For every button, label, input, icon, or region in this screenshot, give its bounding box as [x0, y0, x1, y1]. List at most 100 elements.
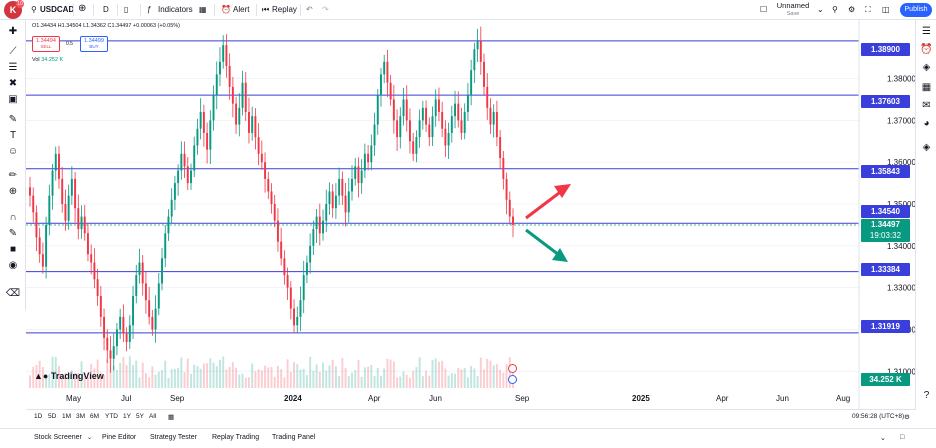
trend-line-icon[interactable]: ⟋: [9, 46, 17, 57]
brush-icon[interactable]: ✎: [8, 114, 18, 125]
candle-body: [109, 350, 112, 359]
compare-add-icon[interactable]: ⊕: [78, 3, 87, 14]
eye-icon[interactable]: ◉: [8, 260, 18, 271]
tab-pine-editor[interactable]: Pine Editor: [102, 434, 137, 441]
event-flag-icon[interactable]: [508, 364, 517, 373]
timezone-clock[interactable]: 09:56:28 (UTC+8): [852, 413, 905, 420]
publish-button[interactable]: Publish: [900, 3, 932, 17]
layout-checkbox-icon[interactable]: ☐: [760, 5, 768, 14]
volume-bar: [425, 370, 428, 388]
chevron-down-icon[interactable]: ⌄: [880, 435, 886, 442]
candle-body: [238, 107, 241, 125]
symbol-search-button[interactable]: USDCAD: [40, 5, 75, 14]
candle-body: [254, 116, 257, 138]
sell-button[interactable]: 1.34494 SELL: [32, 36, 60, 52]
chat-icon[interactable]: ✉: [922, 100, 931, 111]
range-6m[interactable]: 6M: [90, 413, 100, 420]
volume-bar: [74, 372, 77, 388]
candle-body: [402, 99, 405, 117]
watchlist-icon[interactable]: ☰: [922, 26, 931, 37]
indicators-icon[interactable]: ƒ: [147, 5, 152, 14]
replay-button[interactable]: Replay: [272, 5, 297, 14]
volume-bar: [257, 369, 260, 388]
range-3m[interactable]: 3M: [76, 413, 86, 420]
price-chart[interactable]: 1.38000 1.37000 1.36000 1.35000 1.34000 1.330…: [26, 20, 915, 409]
dividend-flag-icon[interactable]: [508, 375, 517, 384]
emoji-icon[interactable]: ☺: [7, 146, 19, 157]
range-ytd[interactable]: YTD: [105, 413, 118, 420]
settings-icon[interactable]: ⚙: [904, 414, 910, 421]
time-tick-label: 2024: [284, 394, 302, 403]
range-5d[interactable]: 5D: [48, 413, 57, 420]
help-icon[interactable]: ?: [923, 390, 930, 401]
zoom-in-icon[interactable]: ⊕: [8, 186, 18, 197]
alarm-clock-icon[interactable]: ⏰: [920, 44, 933, 55]
gear-icon[interactable]: ⚙: [848, 5, 856, 14]
volume-bar: [447, 375, 450, 388]
tab-strategy-tester[interactable]: Strategy Tester: [150, 434, 197, 441]
fib-retracement-icon[interactable]: ☰: [8, 62, 18, 73]
calendar-icon[interactable]: ▦: [921, 82, 932, 93]
chart-type-icon[interactable]: ▯: [124, 5, 129, 14]
alarm-clock-icon[interactable]: ⏰: [221, 5, 231, 14]
alert-button[interactable]: Alert: [233, 5, 250, 14]
interval-button[interactable]: D: [103, 5, 109, 14]
range-1y[interactable]: 1Y: [123, 413, 131, 420]
rewind-icon[interactable]: ⏮: [262, 5, 270, 14]
quick-search-icon[interactable]: ⚲: [832, 5, 838, 14]
volume-bar: [360, 376, 363, 388]
templates-grid-icon[interactable]: ▦: [199, 5, 207, 14]
range-1d[interactable]: 1D: [34, 413, 43, 420]
volume-bar: [270, 366, 273, 388]
buy-button[interactable]: 1.34499 BUY: [80, 36, 108, 52]
time-tick-label: Jun: [776, 394, 789, 403]
stay-in-drawing-icon[interactable]: ✎: [8, 228, 18, 239]
fullscreen-icon[interactable]: ⛶: [865, 5, 871, 14]
candle-body: [215, 74, 218, 96]
volume-bar: [80, 361, 83, 388]
ruler-icon[interactable]: ✏: [8, 170, 18, 181]
ideas-icon[interactable]: ◕: [923, 118, 930, 129]
candle-body: [315, 216, 318, 230]
range-5y[interactable]: 5Y: [136, 413, 144, 420]
volume-bar: [251, 363, 254, 388]
pattern-icon[interactable]: ✖: [8, 78, 18, 89]
volume-bar: [170, 369, 173, 388]
goto-date-icon[interactable]: ▦: [168, 414, 175, 421]
prediction-icon[interactable]: ▣: [8, 94, 18, 105]
chevron-down-icon[interactable]: ⌄: [817, 5, 824, 14]
chevron-down-icon[interactable]: ⌄: [87, 435, 93, 441]
volume-bar: [141, 362, 144, 388]
volume-bar: [412, 370, 415, 388]
tab-replay-trading[interactable]: Replay Trading: [212, 434, 260, 441]
volume-bar: [460, 369, 463, 388]
volume-bar: [421, 376, 424, 388]
undo-icon[interactable]: ↶: [306, 5, 313, 14]
candle-body: [96, 279, 99, 296]
lock-icon[interactable]: ■: [9, 244, 17, 255]
layout-name-button[interactable]: Unnamed Save: [770, 2, 816, 18]
candle-body: [93, 262, 96, 280]
tradingview-logo[interactable]: ▲● TradingView: [34, 371, 104, 381]
text-tool-icon[interactable]: T: [9, 130, 17, 141]
trash-icon[interactable]: ⌫: [5, 288, 21, 299]
indicators-button[interactable]: Indicators: [158, 5, 193, 14]
volume-bar: [54, 356, 57, 388]
candle-body: [334, 195, 337, 209]
volume-bar: [161, 370, 163, 388]
magnet-icon[interactable]: ∩: [9, 212, 17, 223]
camera-icon[interactable]: ◫: [882, 5, 890, 14]
range-all[interactable]: All: [149, 413, 157, 420]
maximize-panel-icon[interactable]: □: [900, 434, 905, 441]
search-icon[interactable]: ⚲: [31, 5, 37, 14]
layers-icon[interactable]: ◈: [922, 62, 931, 73]
redo-icon[interactable]: ↷: [322, 5, 329, 14]
range-1m[interactable]: 1M: [62, 413, 72, 420]
volume-bar: [344, 368, 347, 388]
tab-stock-screener[interactable]: Stock Screener: [34, 434, 82, 441]
pine-icon[interactable]: ◈: [922, 142, 931, 153]
crosshair-icon[interactable]: ✚: [8, 26, 18, 37]
tab-trading-panel[interactable]: Trading Panel: [272, 434, 316, 441]
volume-bar: [67, 374, 70, 388]
volume-bar: [106, 359, 109, 388]
